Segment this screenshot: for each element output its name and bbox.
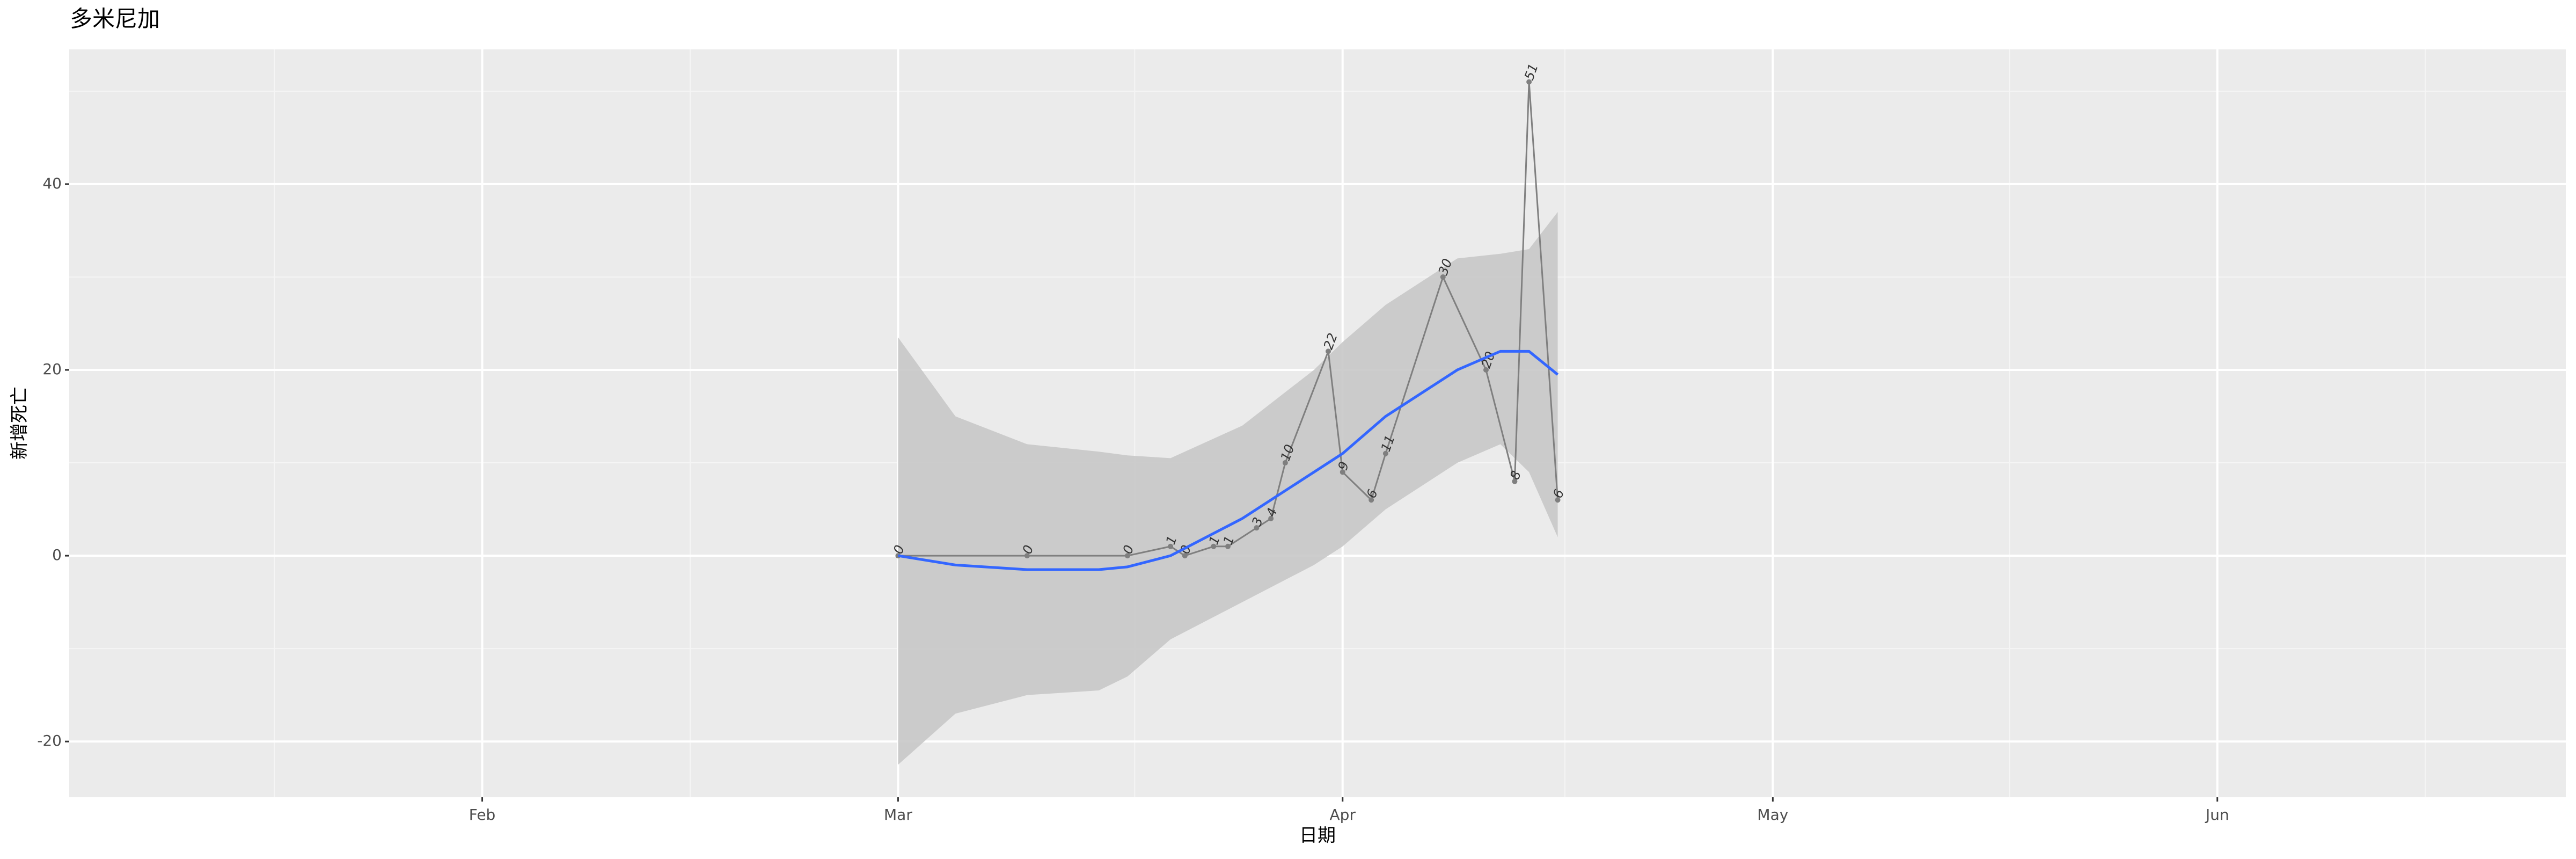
data-point bbox=[1182, 553, 1188, 559]
x-tick-label: Jun bbox=[2205, 806, 2229, 824]
chart-title: 多米尼加 bbox=[70, 6, 160, 32]
data-point bbox=[1211, 543, 1217, 549]
data-point bbox=[1268, 515, 1274, 521]
x-tick-label: Mar bbox=[884, 806, 912, 824]
smooth-line bbox=[898, 350, 1559, 571]
data-point bbox=[1340, 469, 1345, 475]
data-point bbox=[1483, 367, 1489, 373]
data-point bbox=[1124, 553, 1130, 559]
confidence-band bbox=[898, 212, 1558, 765]
x-tick-label: Apr bbox=[1330, 806, 1356, 824]
x-tick-label: Feb bbox=[469, 806, 496, 824]
data-point bbox=[1440, 274, 1446, 280]
y-tick-label: 20 bbox=[42, 360, 62, 378]
data-point bbox=[1282, 460, 1288, 466]
data-point bbox=[1555, 497, 1561, 503]
data-point bbox=[1168, 543, 1174, 549]
y-tick-label: -20 bbox=[37, 732, 62, 749]
y-tick-label: 0 bbox=[52, 546, 62, 564]
data-point bbox=[1368, 497, 1374, 503]
data-point bbox=[1512, 478, 1518, 484]
data-point bbox=[1526, 79, 1532, 85]
x-tick-label: May bbox=[1757, 806, 1788, 824]
data-point bbox=[1382, 450, 1388, 456]
data-point bbox=[1225, 543, 1231, 549]
data-point bbox=[1254, 525, 1260, 531]
y-axis-title: 新增死亡 bbox=[9, 387, 31, 460]
data-point bbox=[1326, 348, 1331, 354]
x-axis-title: 日期 bbox=[1299, 825, 1336, 847]
data-point bbox=[1024, 553, 1030, 559]
y-tick-label: 40 bbox=[42, 174, 62, 192]
